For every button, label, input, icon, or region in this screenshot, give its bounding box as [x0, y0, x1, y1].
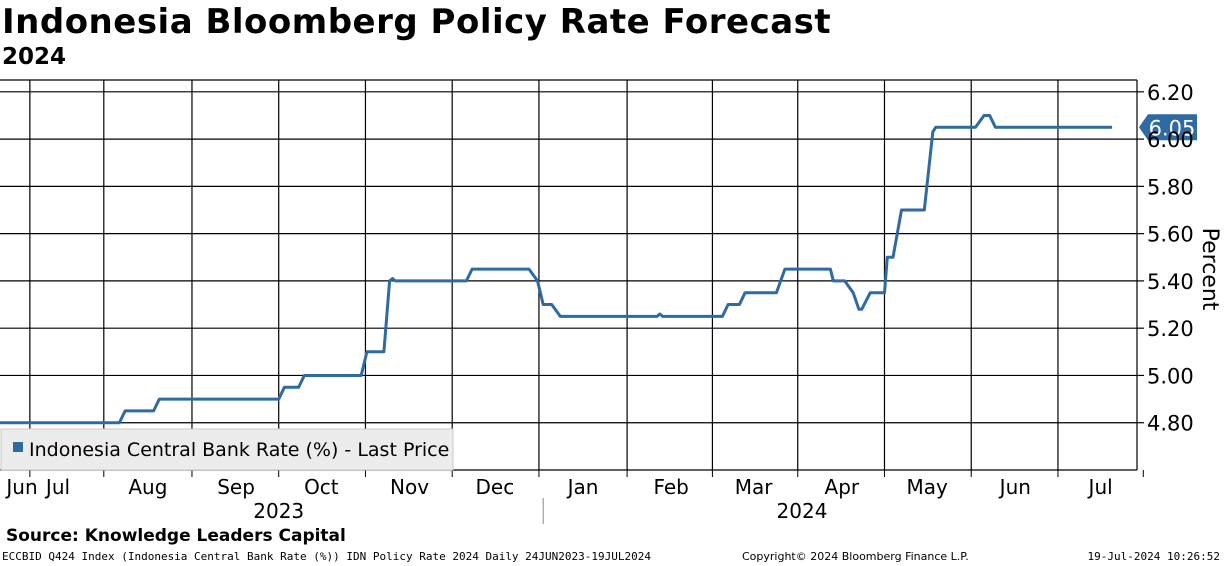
x-tick-label: Jul: [1087, 475, 1113, 499]
series-layer: 6.05: [0, 114, 1197, 425]
year-label: 2023: [253, 499, 304, 523]
x-tick-label: Jul: [44, 475, 70, 499]
x-tick-label: Dec: [476, 475, 515, 499]
gridlines: [0, 80, 1137, 470]
footer-ticker: ECCBID Q424 Index (Indonesia Central Ban…: [2, 550, 652, 563]
y-tick-label: 5.80: [1147, 175, 1194, 199]
y-tick-label: 6.00: [1147, 128, 1194, 152]
y-tick-label: 5.60: [1147, 223, 1194, 247]
chart-subtitle: 2024: [2, 44, 67, 70]
last-value-tag: [1139, 114, 1197, 141]
chart-title: Indonesia Bloomberg Policy Rate Forecast: [2, 2, 832, 42]
axis-labels: 4.80 5.00 5.20 5.40 5.60 5.80 6.00 6.20 Jun Jul Au…: [4, 81, 1222, 523]
year-label: 2024: [777, 499, 828, 523]
source-note: Source: Knowledge Leaders Capital: [6, 526, 346, 546]
y-tick-label: 4.80: [1147, 412, 1194, 436]
x-tick-label: Apr: [825, 475, 860, 499]
x-tick-label: Oct: [304, 475, 339, 499]
y-tick-label: 5.00: [1147, 364, 1194, 388]
y-tick-label: 6.20: [1147, 81, 1194, 105]
y-tick-label: 5.20: [1147, 317, 1194, 341]
footer-timestamp: 19-Jul-2024 10:26:52: [1087, 550, 1220, 563]
series-line: [0, 114, 1112, 425]
x-tick-label: Aug: [128, 475, 167, 499]
legend-box: [0, 428, 454, 471]
x-tick-label: Nov: [390, 475, 429, 499]
footer-copyright: Copyright© 2024 Bloomberg Finance L.P.: [742, 550, 969, 563]
y-axis-title: Percent: [1197, 228, 1222, 311]
last-value-label: 6.05: [1149, 116, 1196, 140]
x-tick-label: Jan: [566, 475, 599, 499]
x-tick-label: Jun: [998, 475, 1031, 499]
y-tick-label: 5.40: [1147, 270, 1194, 294]
x-tick-label: Sep: [217, 475, 255, 499]
x-tick-label: Feb: [653, 475, 688, 499]
x-tick-label: May: [906, 475, 948, 499]
x-tick-label: Jun: [4, 475, 37, 499]
legend: Indonesia Central Bank Rate (%) - Last P…: [0, 428, 454, 471]
x-tick-label: Mar: [735, 475, 774, 499]
legend-label: Indonesia Central Bank Rate (%) - Last P…: [29, 439, 449, 461]
legend-swatch: [13, 442, 23, 452]
